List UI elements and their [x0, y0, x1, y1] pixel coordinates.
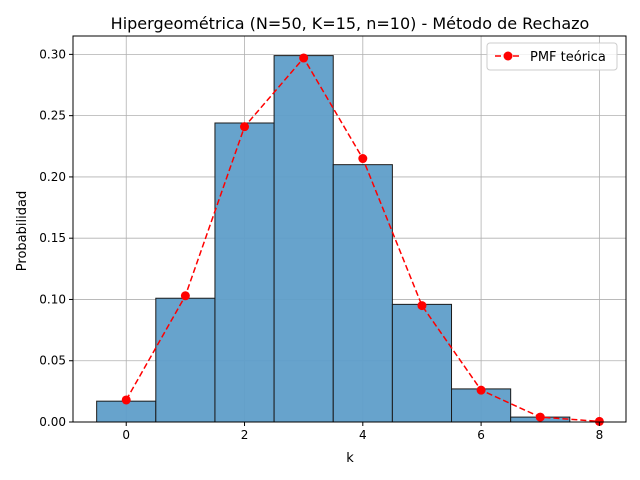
pmf-point [180, 291, 190, 301]
y-axis-label: Probabilidad [15, 191, 30, 271]
pmf-point [121, 395, 131, 405]
pmf-point [417, 301, 427, 311]
histogram-bar [273, 55, 334, 423]
y-tick-label: 0.05 [39, 354, 66, 368]
legend: PMF teórica [486, 42, 618, 71]
histogram-bars [96, 55, 571, 423]
pmf-point [535, 412, 545, 422]
histogram-bar [332, 164, 393, 423]
y-tick-label: 0.25 [39, 109, 66, 123]
y-axis-ticks: 0.00 0.05 0.10 0.15 0.20 0.25 0.30 [39, 47, 73, 429]
pmf-series [121, 53, 604, 426]
pmf-point [594, 416, 604, 426]
plot-frame [72, 35, 627, 423]
x-tick-label: 8 [596, 428, 604, 442]
x-axis-label: k [346, 451, 354, 466]
y-tick-label: 0.15 [39, 231, 66, 245]
legend-marker [503, 51, 513, 61]
pmf-point [240, 122, 250, 132]
histogram-bar [391, 303, 453, 423]
x-tick-label: 4 [359, 428, 367, 442]
legend-label: PMF teórica [530, 50, 606, 65]
histogram-bar [155, 297, 216, 423]
pmf-point [358, 154, 368, 164]
legend-box [486, 42, 618, 71]
x-axis-ticks: 0 2 4 6 8 [122, 422, 603, 442]
pmf-point [299, 53, 309, 63]
y-tick-label: 0.30 [39, 47, 66, 61]
y-tick-label: 0.00 [39, 415, 66, 429]
x-tick-label: 2 [241, 428, 249, 442]
y-tick-label: 0.20 [39, 170, 66, 184]
x-tick-label: 6 [477, 428, 485, 442]
histogram-bar [214, 122, 275, 423]
x-tick-label: 0 [122, 428, 130, 442]
y-tick-label: 0.10 [39, 292, 66, 306]
pmf-point [476, 385, 486, 395]
chart-title: Hipergeométrica (N=50, K=15, n=10) - Mét… [111, 14, 590, 33]
